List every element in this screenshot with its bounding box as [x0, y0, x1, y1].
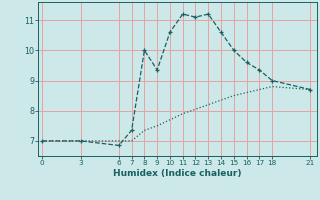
- X-axis label: Humidex (Indice chaleur): Humidex (Indice chaleur): [113, 169, 242, 178]
